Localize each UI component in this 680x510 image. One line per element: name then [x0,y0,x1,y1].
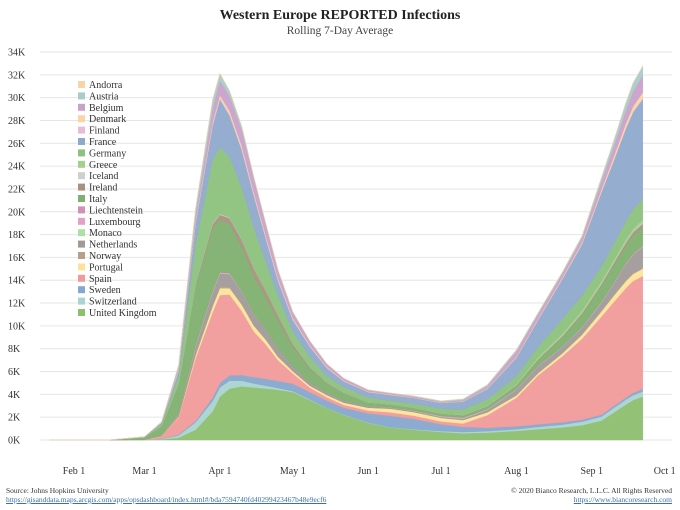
legend-swatch [78,240,85,248]
legend-label: Spain [89,274,112,285]
legend-swatch [78,149,85,157]
x-tick-label: Oct 1 [654,466,676,477]
y-tick-label: 30K [8,93,26,104]
legend-label: United Kingdom [89,308,157,319]
y-tick-label: 22K [8,184,26,195]
y-tick-label: 8K [8,344,21,355]
legend-label: Netherlands [89,240,137,251]
legend-swatch [78,263,85,271]
legend-swatch [78,286,85,294]
legend-swatch [78,274,85,282]
legend-swatch [78,229,85,237]
legend-swatch [78,309,85,316]
legend-label: Monaco [89,228,122,239]
x-tick-label: May 1 [280,466,306,477]
chart-subtitle: Rolling 7-Day Average [286,25,394,37]
legend-label: Belgium [89,103,124,114]
legend-label: Austria [89,91,119,102]
legend-label: Liechtenstein [89,205,143,216]
source-label: Source: Johns Hopkins University [6,486,109,495]
y-tick-label: 4K [8,390,21,401]
x-axis: Feb 1 Mar 1 Apr 1 May 1 Jun 1 Jul 1 Aug 1 Sep 1… [63,466,676,477]
legend-label: Ireland [89,183,117,194]
legend-swatch [78,103,85,111]
stacked-area-chart: 0K 2K 4K 6K 8K 10K 12K 14K 16K 18K 20K 22K 24K 26K 28K… [8,48,676,478]
legend-swatch [78,126,85,134]
y-tick-label: 18K [8,230,26,241]
y-tick-label: 6K [8,367,21,378]
y-tick-label: 2K [8,413,21,424]
area-series [49,65,643,441]
y-tick-label: 34K [8,48,26,59]
legend-swatch [78,160,85,168]
legend-swatch [78,92,85,100]
legend-swatch [78,297,85,305]
area-andorra [49,65,643,441]
legend-label: Iceland [89,171,118,182]
legend-label: Norway [89,251,121,262]
legend-swatch [78,138,85,145]
legend: AndorraAustriaBelgiumDenmarkFinlandFranc… [78,80,157,319]
legend-label: Italy [89,194,107,205]
legend-swatch [78,252,85,259]
legend-label: France [89,137,117,148]
legend-swatch [78,183,85,191]
legend-label: Germany [89,148,126,159]
x-tick-label: Apr 1 [208,466,231,477]
legend-swatch [78,81,85,88]
legend-label: Switzerland [89,297,137,308]
legend-label: Denmark [89,114,126,125]
legend-label: Luxembourg [89,217,140,228]
y-tick-label: 32K [8,70,26,81]
legend-swatch [78,217,85,225]
y-tick-label: 24K [8,162,26,173]
legend-swatch [78,195,85,202]
chart-title: Western Europe REPORTED Infections [219,8,461,23]
y-tick-label: 26K [8,139,26,150]
y-tick-label: 0K [8,436,21,447]
legend-swatch [78,206,85,214]
source-link[interactable]: https://gisanddata.maps.arcgis.com/apps/… [6,495,326,504]
source-url[interactable]: https://gisanddata.maps.arcgis.com/apps/… [6,495,327,504]
x-tick-label: Sep 1 [581,466,604,477]
legend-label: Portugal [89,262,123,273]
y-tick-label: 16K [8,253,26,264]
x-tick-label: Jul 1 [431,466,450,477]
y-axis: 0K 2K 4K 6K 8K 10K 12K 14K 16K 18K 20K 22K 24K 26K 28K… [8,48,26,447]
y-tick-label: 12K [8,299,26,310]
x-tick-label: Mar 1 [132,466,156,477]
website-link[interactable]: https://www.biancoresearch.com [574,495,672,504]
legend-swatch [78,115,85,123]
legend-swatch [78,172,85,180]
x-tick-label: Aug 1 [504,466,529,477]
y-tick-label: 10K [8,321,26,332]
website-url[interactable]: https://www.biancoresearch.com [573,495,672,504]
x-tick-label: Feb 1 [63,466,86,477]
copyright-notice: © 2020 Bianco Research, L.L.C. All Right… [511,486,672,495]
legend-label: Finland [89,126,120,137]
legend-label: Andorra [89,80,123,91]
legend-label: Sweden [89,285,121,296]
x-tick-label: Jun 1 [357,466,378,477]
y-tick-label: 14K [8,276,26,287]
y-tick-label: 20K [8,207,26,218]
legend-label: Greece [89,160,118,171]
y-tick-label: 28K [8,116,26,127]
